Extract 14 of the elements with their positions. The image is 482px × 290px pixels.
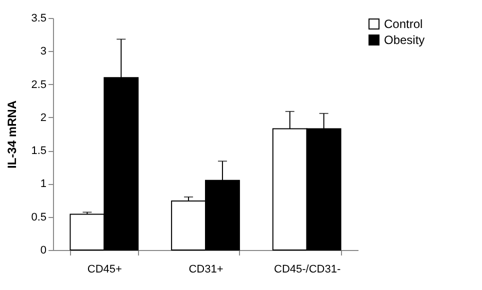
y-tick-label: 0 <box>40 244 46 256</box>
y-tick-label: 3.5 <box>31 12 46 24</box>
y-tick-label: 3 <box>40 46 46 58</box>
x-tick-label: CD31+ <box>188 264 224 276</box>
y-tick-label: 2 <box>40 112 46 124</box>
x-tick-label: CD45-/CD31- <box>274 264 341 276</box>
x-tick-label: CD45+ <box>87 264 122 276</box>
y-tick-label: 1.5 <box>31 145 46 158</box>
y-tick-label: 1 <box>40 178 46 190</box>
legend-label: Control <box>384 17 423 31</box>
legend-label: Obesity <box>384 33 425 47</box>
y-axis-title: IL-34 mRNA <box>5 100 20 169</box>
y-tick-label: 2.5 <box>31 78 46 91</box>
y-tick-label: 0.5 <box>31 211 46 224</box>
